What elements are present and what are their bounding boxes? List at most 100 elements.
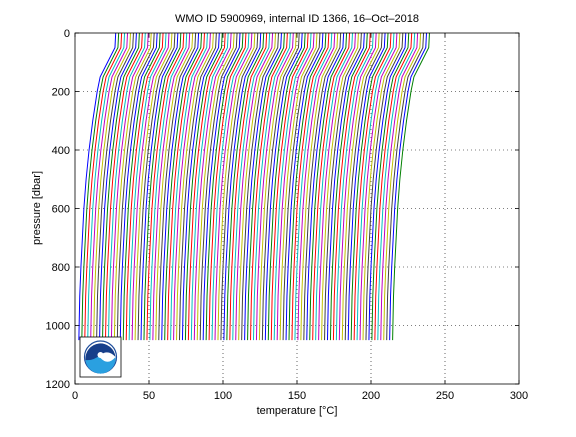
profile-line xyxy=(140,32,179,341)
profile-line xyxy=(356,32,395,341)
profile-line xyxy=(309,32,348,341)
profile-line xyxy=(131,32,170,341)
profile-line xyxy=(199,32,238,341)
profile-line xyxy=(329,32,368,341)
profile-line xyxy=(214,32,253,341)
profile-line xyxy=(264,32,303,341)
profile-line xyxy=(155,32,194,341)
profile-line xyxy=(181,32,220,341)
profile-line xyxy=(223,32,262,341)
profile-line xyxy=(247,32,285,341)
profile-line xyxy=(87,32,126,341)
chart-title: WMO ID 5900969, internal ID 1366, 16–Oct… xyxy=(175,13,419,25)
profile-line xyxy=(383,32,422,341)
profile-line xyxy=(119,32,158,341)
profile-line xyxy=(326,32,365,341)
profile-line xyxy=(143,32,182,341)
profile-line xyxy=(258,32,297,341)
profile-line xyxy=(235,32,274,341)
profile-line xyxy=(255,32,294,341)
profile-line xyxy=(335,32,374,341)
profile-line xyxy=(167,32,205,341)
profile-line xyxy=(81,32,120,341)
profile-line xyxy=(267,32,306,341)
profile-line xyxy=(187,32,226,341)
profile-line xyxy=(297,32,336,341)
profile-line xyxy=(196,32,235,341)
profile-line xyxy=(110,32,149,341)
profile-line xyxy=(190,32,229,341)
profile-line xyxy=(389,32,427,341)
x-tick-label: 50 xyxy=(143,390,155,402)
profile-line xyxy=(270,32,309,341)
noaa-logo xyxy=(79,336,122,378)
profile-line xyxy=(282,32,321,341)
profile-line xyxy=(386,32,425,341)
profile-line xyxy=(368,32,407,341)
profile-line xyxy=(217,32,256,341)
profile-line xyxy=(137,32,176,341)
profile-line xyxy=(362,32,401,341)
profile-line xyxy=(173,32,211,341)
profile-line xyxy=(107,32,146,341)
profile-line xyxy=(250,32,288,341)
profile-line xyxy=(238,32,277,341)
profile-line xyxy=(232,32,271,341)
profile-line xyxy=(347,32,386,341)
profile-line xyxy=(134,32,173,341)
x-tick-label: 300 xyxy=(510,390,528,402)
profile-line xyxy=(170,32,208,341)
logo-sky xyxy=(85,343,116,361)
profile-line xyxy=(261,32,300,341)
profile-line xyxy=(244,32,282,341)
profile-line xyxy=(241,32,279,341)
y-tick-label: 800 xyxy=(52,262,70,274)
profile-line xyxy=(113,32,152,341)
profile-line xyxy=(158,32,197,341)
y-tick-label: 200 xyxy=(52,87,70,99)
profile-line xyxy=(93,32,131,341)
profile-line xyxy=(84,32,123,341)
x-axis-label: temperature [°C] xyxy=(257,405,338,417)
profile-line xyxy=(306,32,345,341)
profile-line xyxy=(220,32,259,341)
profile-line xyxy=(96,32,134,341)
profile-line xyxy=(374,32,413,341)
profile-line xyxy=(202,32,241,341)
profile-line xyxy=(178,32,217,341)
profile-line xyxy=(152,32,191,341)
profile-line xyxy=(392,32,430,341)
profile-line xyxy=(229,32,268,341)
y-axis-ticks: 0 200 400 600 800 1000 1200 xyxy=(46,28,519,391)
logo-gull xyxy=(97,352,104,358)
y-tick-label: 400 xyxy=(52,145,70,157)
profile-line xyxy=(125,32,164,341)
profile-line xyxy=(78,32,117,341)
profile-line xyxy=(285,32,324,341)
profile-line xyxy=(193,32,232,341)
profile-line xyxy=(332,32,371,341)
profile-line xyxy=(176,32,214,341)
profile-line xyxy=(291,32,330,341)
y-axis-label: pressure [dbar] xyxy=(31,171,43,245)
profile-line xyxy=(102,32,140,341)
y-tick-label: 600 xyxy=(52,204,70,216)
profile-line xyxy=(226,32,265,341)
profile-line xyxy=(294,32,333,341)
profile-line xyxy=(128,32,167,341)
profile-line xyxy=(303,32,342,341)
profile-line xyxy=(116,32,155,341)
profile-line xyxy=(318,32,356,341)
profile-line xyxy=(252,32,291,341)
x-tick-label: 100 xyxy=(214,390,232,402)
profile-line xyxy=(315,32,353,341)
profile-line xyxy=(380,32,419,341)
profile-line xyxy=(122,32,161,341)
profile-line xyxy=(99,32,137,341)
profile-line xyxy=(359,32,398,341)
profile-line xyxy=(104,32,143,341)
profile-line xyxy=(149,32,188,341)
x-axis-ticks: 0 50 100 150 200 250 300 xyxy=(72,33,528,402)
x-tick-label: 150 xyxy=(288,390,306,402)
